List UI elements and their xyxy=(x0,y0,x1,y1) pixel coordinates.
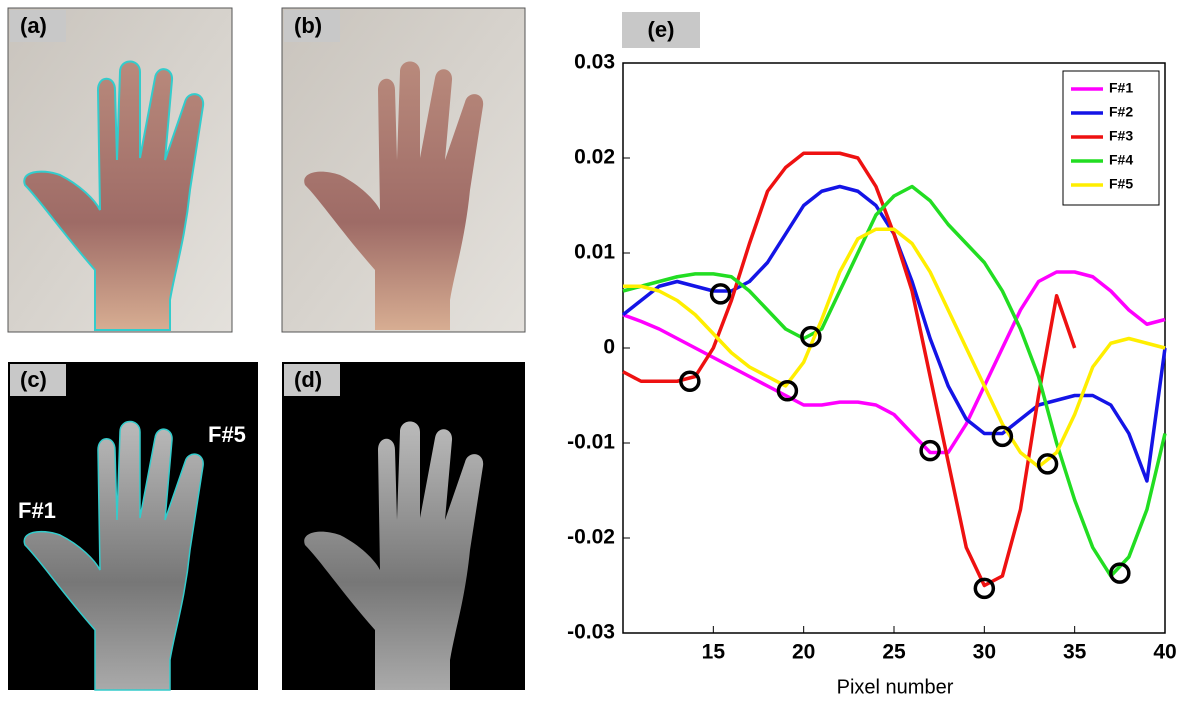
x-tick-label: 30 xyxy=(973,641,996,664)
y-tick-label: -0.03 xyxy=(567,621,615,644)
panel-label: (c) xyxy=(20,367,47,392)
y-tick-label: 0.02 xyxy=(574,146,615,169)
legend-label: F#2 xyxy=(1109,104,1133,120)
y-tick-label: -0.02 xyxy=(567,526,615,549)
legend-label: F#4 xyxy=(1109,152,1133,168)
chart-title: (e) xyxy=(648,17,675,42)
panel-d: (d) xyxy=(282,362,525,690)
panel-a: (a) xyxy=(8,8,232,332)
figure: (a) (b) (c) F#1 F#5 (d) (e) Pixel number… xyxy=(0,0,1187,700)
legend-label: F#3 xyxy=(1109,128,1133,144)
x-tick-label: 40 xyxy=(1153,641,1176,664)
panel-label: (d) xyxy=(294,367,322,392)
x-tick-label: 15 xyxy=(702,641,726,664)
y-tick-label: 0.01 xyxy=(574,241,615,264)
page: (a) (b) (c) F#1 F#5 (d) (e) Pixel number… xyxy=(0,0,1187,700)
y-tick-label: 0.03 xyxy=(574,51,615,74)
panel-label: (b) xyxy=(294,13,322,38)
series-line xyxy=(623,153,1075,585)
legend: F#1 F#2 F#3 F#4 F#5 xyxy=(1063,71,1159,205)
legend-label: F#1 xyxy=(1109,80,1133,96)
circle-marker xyxy=(712,285,730,303)
chart: (e) Pixel number -0.03 -0.02 -0.01 0 0.01 0.0… xyxy=(567,12,1177,698)
x-tick-label: 25 xyxy=(882,641,906,664)
panel-b: (b) xyxy=(282,8,525,332)
x-tick-label: 35 xyxy=(1063,641,1087,664)
series-line xyxy=(623,229,1165,467)
panel-c: (c) F#1 F#5 xyxy=(8,362,258,690)
y-tick-label: -0.01 xyxy=(567,431,615,454)
annotation: F#1 xyxy=(18,498,56,523)
y-tick-label: 0 xyxy=(603,336,615,359)
legend-label: F#5 xyxy=(1109,176,1133,192)
annotation: F#5 xyxy=(208,422,246,447)
x-axis-label: Pixel number xyxy=(837,676,954,698)
panel-label: (a) xyxy=(20,13,47,38)
x-tick-label: 20 xyxy=(792,641,815,664)
series-line xyxy=(623,187,1165,577)
